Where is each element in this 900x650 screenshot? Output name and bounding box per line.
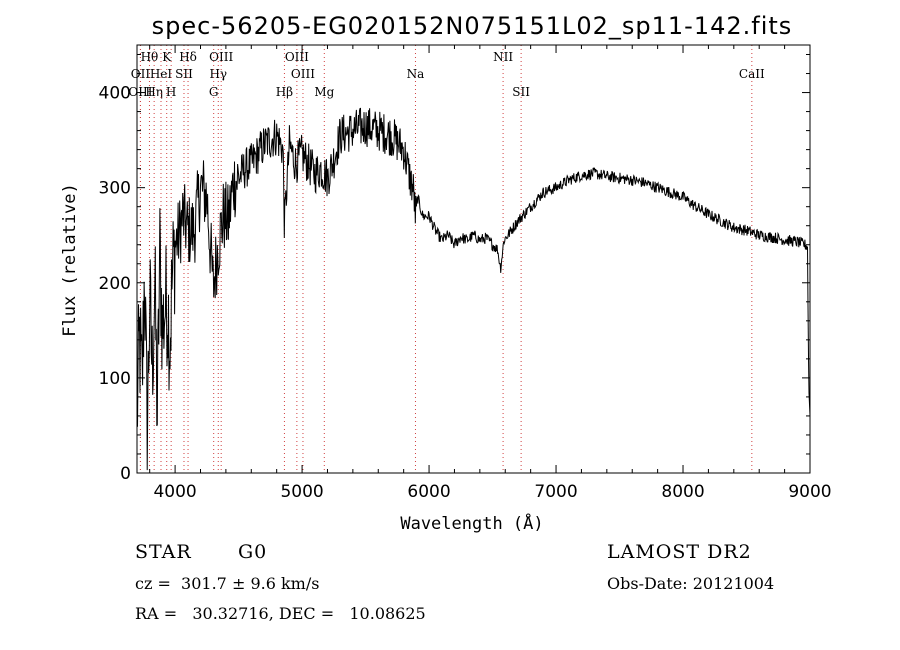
axis-ticks (137, 45, 811, 474)
spectral-line-label: Na (407, 67, 425, 81)
x-tick-label: 9000 (788, 482, 831, 502)
spectral-line-label: CaII (739, 67, 765, 81)
spectral-line-label: OIII (128, 85, 152, 99)
y-tick-label: 200 (99, 274, 131, 294)
object-subclass: G0 (238, 541, 268, 563)
y-tick-label: 300 (99, 179, 131, 199)
spectral-line-label: Hθ (141, 50, 159, 64)
spectral-line-label: NII (493, 50, 513, 64)
spectral-line-label: H (166, 85, 176, 99)
redshift-info: cz = 301.7 ± 9.6 km/s (135, 574, 320, 593)
spectral-line-label: SII (175, 67, 193, 81)
spectral-line-label: SII (512, 85, 530, 99)
spectral-line-label: Mg (314, 85, 334, 99)
plot-frame (136, 44, 811, 474)
spectral-line-label: OIII (285, 50, 309, 64)
y-tick-label: 0 (120, 464, 131, 484)
spectral-line-label: K (162, 50, 172, 64)
spectral-line-label: Hη (145, 85, 163, 99)
x-tick-label: 6000 (407, 482, 450, 502)
tick-labels: 4000 5000 6000 7000 8000 9000 0 100 200 300 400 (99, 84, 832, 502)
spectral-line-label: Hβ (276, 85, 293, 99)
x-tick-label: 7000 (534, 482, 577, 502)
spectral-line-label: HeI (150, 67, 173, 81)
obs-date: Obs-Date: 20121004 (607, 574, 775, 593)
spectral-line-label: Hγ (209, 67, 227, 81)
x-tick-label: 4000 (153, 482, 196, 502)
spectral-line-label: OIII (291, 67, 315, 81)
x-tick-label: 5000 (280, 482, 323, 502)
spectral-line-label: G (209, 85, 219, 99)
y-tick-label: 100 (99, 369, 131, 389)
spectral-line-label: Hδ (179, 50, 197, 64)
coordinates: RA = 30.32716, DEC = 10.08625 (135, 604, 426, 623)
chart-title: spec-56205-EG020152N075151L02_sp11-142.f… (152, 12, 793, 40)
y-axis-label: Flux (relative) (60, 183, 80, 337)
survey-name: LAMOST DR2 (607, 541, 752, 563)
x-tick-label: 8000 (661, 482, 704, 502)
spectrum-series-line (136, 107, 811, 471)
object-class: STAR (135, 541, 192, 563)
spectral-line-label: OIII (209, 50, 233, 64)
x-axis-label: Wavelength (Å) (400, 512, 543, 534)
y-tick-label: 400 (99, 84, 131, 104)
